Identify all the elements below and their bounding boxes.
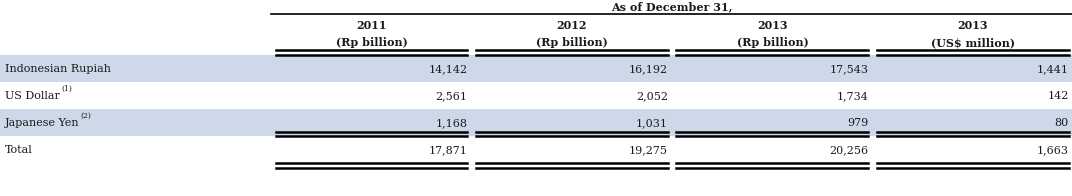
Text: 2013: 2013 (757, 20, 788, 31)
Text: 2012: 2012 (556, 20, 587, 31)
Text: 2013: 2013 (957, 20, 988, 31)
Text: (Rp billion): (Rp billion) (336, 37, 407, 48)
Text: 979: 979 (847, 118, 868, 128)
Text: 1,663: 1,663 (1037, 145, 1069, 155)
Text: 2011: 2011 (356, 20, 387, 31)
Text: 19,275: 19,275 (629, 145, 668, 155)
Text: 17,871: 17,871 (429, 145, 467, 155)
Text: (Rp billion): (Rp billion) (736, 37, 808, 48)
Bar (0, 83, 1072, 110)
Text: Total: Total (5, 145, 33, 155)
Text: 17,543: 17,543 (830, 64, 868, 74)
Text: US Dollar: US Dollar (5, 91, 60, 101)
Text: 1,734: 1,734 (836, 91, 868, 101)
Text: (Rp billion): (Rp billion) (536, 37, 608, 48)
Bar (0, 136, 1072, 163)
Text: (1): (1) (61, 84, 72, 93)
Text: 2,052: 2,052 (636, 91, 668, 101)
Text: (US$ million): (US$ million) (930, 37, 1015, 48)
Text: 80: 80 (1055, 118, 1069, 128)
Text: Japanese Yen: Japanese Yen (5, 118, 80, 128)
Bar (0, 55, 1072, 83)
Bar (0, 110, 1072, 136)
Text: 1,441: 1,441 (1037, 64, 1069, 74)
Text: 14,142: 14,142 (429, 64, 467, 74)
Text: As of December 31,: As of December 31, (611, 2, 733, 13)
Text: 2,561: 2,561 (435, 91, 467, 101)
Text: Indonesian Rupiah: Indonesian Rupiah (5, 64, 111, 74)
Text: 1,168: 1,168 (435, 118, 467, 128)
Text: 20,256: 20,256 (830, 145, 868, 155)
Text: 16,192: 16,192 (629, 64, 668, 74)
Text: (2): (2) (80, 112, 91, 119)
Text: 142: 142 (1047, 91, 1069, 101)
Text: 1,031: 1,031 (636, 118, 668, 128)
